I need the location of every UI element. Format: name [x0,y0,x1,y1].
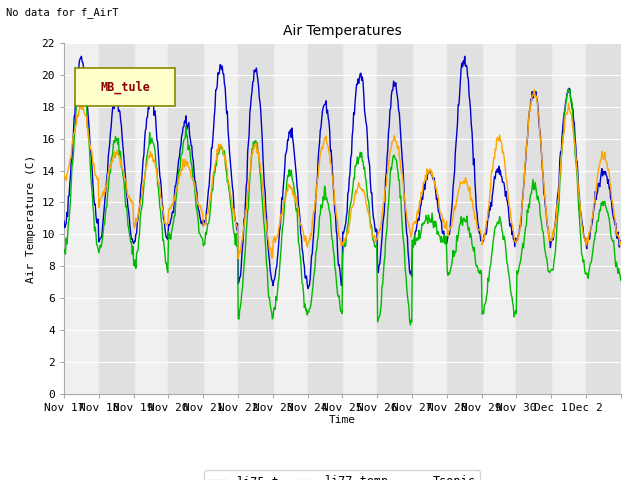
X-axis label: Time: Time [329,415,356,425]
Bar [447,43,481,394]
Bar [586,43,621,394]
Title: Air Temperatures: Air Temperatures [283,24,402,38]
Text: MB_tule: MB_tule [100,80,150,94]
Bar [238,43,273,394]
Y-axis label: Air Temperature (C): Air Temperature (C) [26,154,36,283]
Bar [168,43,204,394]
Bar [516,43,551,394]
FancyBboxPatch shape [75,68,175,106]
Text: No data for f_AirT: No data for f_AirT [6,7,119,18]
Bar [377,43,412,394]
Bar [99,43,134,394]
Bar [308,43,342,394]
Legend: li75_t, li77_temp, Tsonic: li75_t, li77_temp, Tsonic [204,470,481,480]
